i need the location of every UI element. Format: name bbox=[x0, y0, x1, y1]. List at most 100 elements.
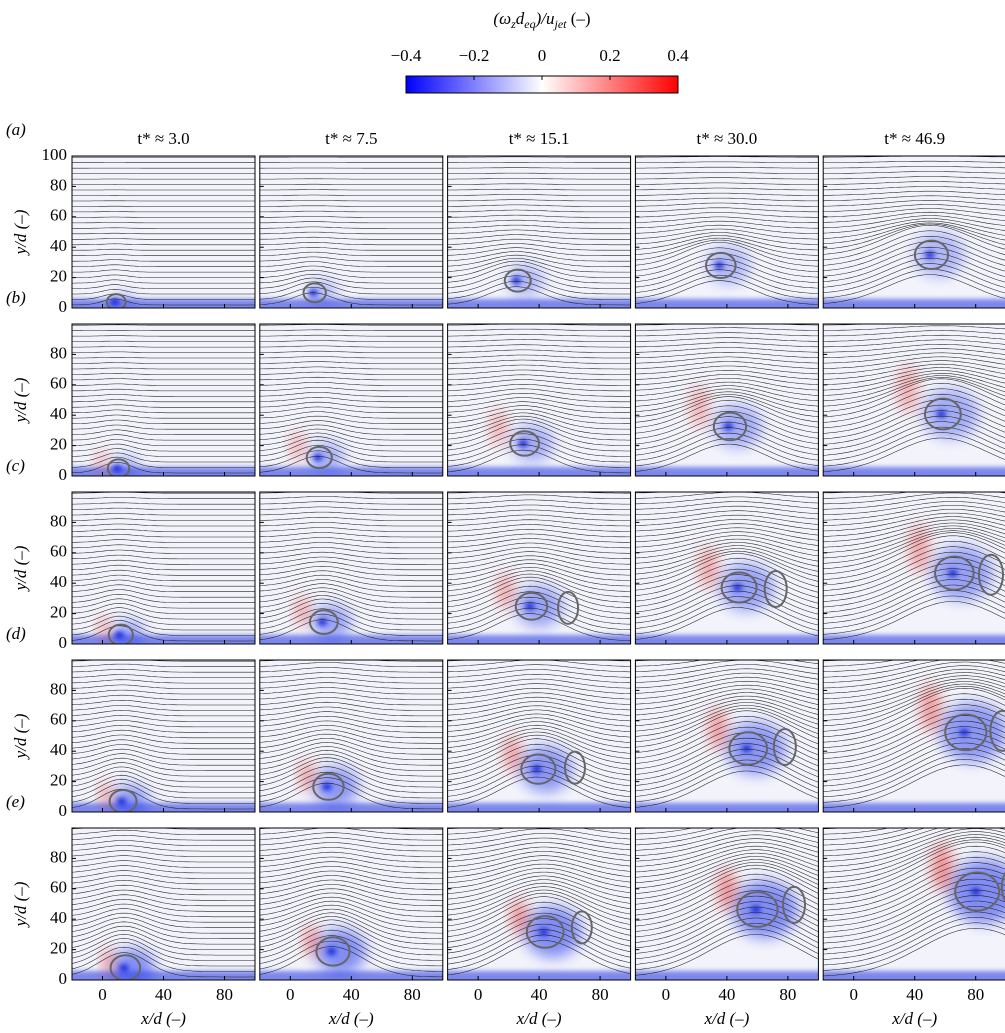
streamline bbox=[72, 574, 255, 582]
streamline bbox=[447, 204, 631, 207]
streamline bbox=[447, 514, 631, 521]
streamline bbox=[823, 828, 1005, 862]
y-tick-label: 60 bbox=[50, 542, 67, 561]
wall-layer bbox=[259, 466, 443, 476]
streamline bbox=[72, 589, 255, 598]
streamline bbox=[635, 177, 819, 180]
vortex-contour bbox=[736, 891, 779, 928]
panel-field bbox=[447, 828, 631, 980]
streamline bbox=[259, 940, 443, 972]
panel-field bbox=[72, 156, 255, 308]
streamline bbox=[635, 692, 819, 716]
streamline bbox=[72, 554, 255, 560]
streamline bbox=[259, 411, 443, 419]
streamline bbox=[259, 269, 443, 278]
streamline bbox=[823, 512, 1005, 532]
streamline bbox=[823, 492, 1005, 505]
streamline bbox=[447, 701, 631, 716]
wall-layer bbox=[447, 634, 631, 644]
streamline bbox=[635, 510, 819, 521]
streamline bbox=[72, 942, 255, 967]
streamline bbox=[823, 884, 1005, 933]
streamline bbox=[72, 921, 255, 939]
vortex-contour bbox=[923, 397, 962, 431]
streamline bbox=[447, 664, 631, 673]
panel-field bbox=[259, 324, 443, 476]
streamline bbox=[72, 679, 255, 684]
streamline bbox=[635, 545, 819, 569]
positive-vorticity bbox=[511, 898, 528, 935]
panel-field bbox=[823, 828, 1005, 980]
streamline bbox=[72, 778, 255, 799]
streamline bbox=[259, 608, 443, 631]
panel-field bbox=[259, 660, 443, 812]
streamline bbox=[447, 551, 631, 565]
streamline bbox=[635, 370, 819, 380]
streamline bbox=[447, 940, 631, 976]
streamline bbox=[823, 698, 1005, 743]
streamline bbox=[635, 361, 819, 369]
streamline bbox=[259, 687, 443, 695]
streamline bbox=[823, 546, 1005, 586]
streamline bbox=[823, 841, 1005, 889]
streamline bbox=[635, 374, 819, 386]
streamline bbox=[259, 501, 443, 505]
vortex-contour bbox=[302, 282, 327, 304]
streamline bbox=[72, 783, 255, 804]
streamline bbox=[447, 934, 631, 970]
panel-field bbox=[635, 492, 819, 644]
streamline bbox=[72, 748, 255, 760]
vortex-contour bbox=[563, 750, 586, 785]
streamline bbox=[447, 167, 631, 169]
streamline bbox=[72, 340, 255, 342]
streamline bbox=[823, 873, 1005, 922]
vortex-contour bbox=[315, 936, 351, 967]
streamline bbox=[447, 705, 631, 722]
streamline bbox=[72, 259, 255, 262]
streamline bbox=[635, 759, 819, 797]
wall-layer bbox=[823, 634, 1005, 644]
streamline bbox=[259, 746, 443, 766]
streamline bbox=[447, 833, 631, 846]
streamline bbox=[72, 419, 255, 424]
streamline bbox=[72, 456, 255, 468]
streamline bbox=[447, 379, 631, 386]
panel-field bbox=[447, 660, 631, 812]
streamline bbox=[635, 864, 819, 905]
streamline bbox=[635, 834, 819, 856]
streamline bbox=[259, 226, 443, 229]
streamline bbox=[635, 672, 819, 689]
streamline bbox=[823, 742, 1005, 787]
streamline bbox=[635, 732, 819, 770]
negative-vorticity bbox=[713, 404, 762, 449]
vortex-contour bbox=[989, 709, 1005, 752]
vortex-contour bbox=[763, 569, 788, 608]
streamline bbox=[259, 231, 443, 235]
streamline bbox=[72, 399, 255, 403]
streamline bbox=[259, 672, 443, 678]
vortex-contour bbox=[305, 445, 333, 470]
streamline bbox=[823, 665, 1005, 689]
streamline bbox=[259, 900, 443, 923]
vortex-contour bbox=[977, 553, 1004, 596]
streamline bbox=[447, 613, 631, 641]
y-tick-label: 80 bbox=[50, 343, 67, 362]
streamline bbox=[635, 868, 819, 910]
streamline bbox=[823, 360, 1005, 375]
streamline bbox=[447, 678, 631, 689]
vortex-core bbox=[714, 261, 725, 270]
streamline bbox=[72, 938, 255, 961]
wall-layer bbox=[259, 802, 443, 812]
streamline bbox=[259, 242, 443, 246]
streamline bbox=[72, 497, 255, 499]
streamline bbox=[259, 566, 443, 576]
streamline bbox=[447, 867, 631, 889]
negative-vorticity bbox=[519, 745, 573, 793]
streamline bbox=[823, 274, 1005, 304]
streamline bbox=[635, 895, 819, 938]
streamline bbox=[635, 928, 819, 971]
streamline bbox=[72, 766, 255, 782]
colorbar-label: (ωzdeq)/ujet (–) bbox=[493, 9, 590, 31]
streamline bbox=[447, 918, 631, 954]
streamline bbox=[447, 494, 631, 499]
